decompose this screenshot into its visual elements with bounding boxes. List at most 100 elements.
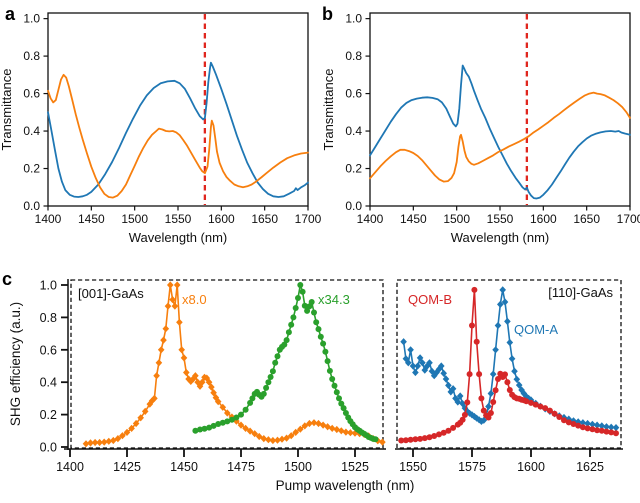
x-tick-label: 1500 xyxy=(121,212,148,226)
marker-diamond xyxy=(471,412,478,421)
marker-diamond xyxy=(208,383,215,391)
marker-circle xyxy=(485,414,492,421)
marker-circle xyxy=(407,436,414,443)
marker-circle xyxy=(478,395,485,402)
y-axis-label: SHG efficiency (a.u.) xyxy=(8,302,23,426)
marker-diamond xyxy=(347,429,354,437)
marker-diamond xyxy=(419,359,426,367)
marker-circle xyxy=(504,379,511,386)
marker-circle xyxy=(561,417,567,424)
marker-circle xyxy=(197,426,203,433)
y-tick-label: 0.6 xyxy=(23,87,40,101)
marker-diamond xyxy=(607,423,615,431)
marker-diamond xyxy=(123,428,131,436)
x-tick-label: 1500 xyxy=(443,212,470,226)
marker-diamond xyxy=(114,435,122,443)
marker-diamond xyxy=(105,437,113,445)
marker-diamond xyxy=(306,419,313,428)
marker-diamond xyxy=(319,421,327,429)
marker-diamond xyxy=(508,355,516,363)
marker-circle xyxy=(584,425,591,432)
series-QOM-A xyxy=(400,286,620,432)
marker-circle xyxy=(445,427,452,434)
marker-diamond xyxy=(310,419,318,427)
marker-circle xyxy=(492,387,499,394)
x-tick-label: 1425 xyxy=(113,460,141,474)
marker-diamond xyxy=(169,296,176,304)
marker-circle xyxy=(249,395,256,402)
marker-diamond xyxy=(589,420,596,428)
marker-diamond xyxy=(409,362,417,370)
marker-circle xyxy=(283,337,290,344)
marker-circle xyxy=(219,419,226,426)
x-tick-label: 1650 xyxy=(251,212,278,226)
y-tick-label: 0.0 xyxy=(23,199,40,213)
marker-circle xyxy=(340,405,347,412)
marker-circle xyxy=(306,303,313,310)
marker-circle xyxy=(570,421,577,427)
marker-diamond xyxy=(435,365,443,373)
x-tick-label: 1475 xyxy=(227,460,255,474)
plot-frame xyxy=(369,12,631,207)
y-tick-label: 0.8 xyxy=(345,49,362,63)
marker-circle xyxy=(263,384,270,391)
x-tick-label: 1525 xyxy=(341,460,369,474)
y-tick-label: 0.2 xyxy=(40,408,57,422)
y-tick-label: 0.2 xyxy=(345,162,362,176)
x-tick-label: 1550 xyxy=(487,212,514,226)
y-tick-label: 0.6 xyxy=(40,343,57,357)
marker-circle xyxy=(589,426,596,433)
series-markers xyxy=(82,281,386,448)
marker-diamond xyxy=(379,438,386,446)
marker-diamond xyxy=(515,381,523,389)
marker-circle xyxy=(459,416,466,423)
marker-diamond xyxy=(593,421,601,429)
marker-circle xyxy=(398,437,405,444)
marker-diamond xyxy=(456,392,464,400)
marker-circle xyxy=(473,338,480,345)
dashed-frame xyxy=(70,279,384,449)
marker-diamond xyxy=(192,372,199,380)
marker-diamond xyxy=(459,400,466,408)
marker-diamond xyxy=(87,439,94,447)
marker-circle xyxy=(506,387,513,393)
annotation-x8-0: x8.0 xyxy=(182,292,207,307)
series-line xyxy=(401,289,617,442)
y-tick-label: 0.4 xyxy=(23,124,40,138)
y-tick-label: 0.6 xyxy=(345,87,362,101)
marker-circle xyxy=(329,376,336,382)
marker-diamond xyxy=(494,321,502,330)
marker-diamond xyxy=(260,435,268,443)
dashed-frame xyxy=(396,279,622,449)
marker-diamond xyxy=(513,375,521,383)
marker-circle xyxy=(490,399,497,405)
y-tick-label: 0.4 xyxy=(40,376,57,390)
marker-circle xyxy=(537,403,544,410)
marker-diamond xyxy=(278,435,286,443)
marker-diamond xyxy=(153,372,160,380)
marker-circle xyxy=(471,286,478,293)
marker-circle xyxy=(532,401,539,408)
marker-diamond xyxy=(198,378,206,386)
panel-b-curve-orange-transmittance xyxy=(369,91,631,183)
marker-circle xyxy=(326,367,333,374)
marker-circle xyxy=(299,288,306,295)
marker-diamond xyxy=(233,417,240,425)
marker-diamond xyxy=(237,421,245,429)
panel-letter-c: c xyxy=(2,269,12,289)
marker-diamond xyxy=(157,346,165,354)
marker-circle xyxy=(421,435,428,442)
marker-diamond xyxy=(96,438,103,447)
marker-diamond xyxy=(400,338,407,346)
marker-diamond xyxy=(504,317,511,326)
marker-diamond xyxy=(328,424,336,432)
x-tick-label: 1600 xyxy=(208,212,235,226)
marker-circle xyxy=(440,429,447,436)
marker-diamond xyxy=(205,378,213,386)
marker-diamond xyxy=(407,346,414,354)
y-tick-label: 0.4 xyxy=(345,124,362,138)
marker-circle xyxy=(267,374,274,380)
marker-diamond xyxy=(570,417,577,425)
marker-circle xyxy=(322,348,329,355)
marker-diamond xyxy=(183,368,190,377)
